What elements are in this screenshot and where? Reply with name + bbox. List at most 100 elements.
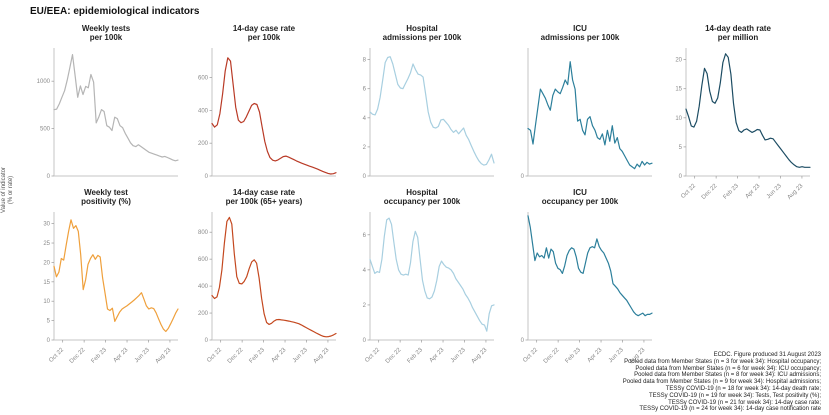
footer-note-line: TESSy COVID-19 (n = 24 for week 34): 14-… <box>639 406 821 413</box>
panel-title-line: 14-day death rate <box>705 24 771 33</box>
y-tick-label: 10 <box>43 299 50 305</box>
y-tick-label: 6 <box>363 233 367 239</box>
panel-title-line: per million <box>717 33 759 42</box>
figure-title: EU/EEA: epidemiological indicators <box>30 6 200 17</box>
footer-note-line: TESSy COVID-19 (n = 19 for week 34): Tes… <box>648 392 821 399</box>
panel-title: ICU occupancy per 100k <box>542 186 618 206</box>
x-tick-label: Apr 23 <box>745 183 762 200</box>
x-tick-label: Dec 22 <box>69 347 87 365</box>
y-tick-label: 4 <box>363 116 367 122</box>
panel-title-line: ICU <box>573 188 587 197</box>
panel-case-rate: 14-day case rate per 100k 0 200 400 600 <box>188 22 340 186</box>
chart-test-positivity: 0 5 10 15 20 25 30 Oct 22 Dec 22 Feb 23 Apr 23 Jun … <box>43 212 179 365</box>
data-line <box>369 217 495 332</box>
x-tick-label: Feb 23 <box>249 347 267 365</box>
panel-title-line: 14-day case rate <box>232 188 296 197</box>
chart-hospital-admissions: 0 2 4 6 8 <box>363 48 495 180</box>
panel-title-line: admissions per 100k <box>540 33 620 42</box>
y-tick-label: 5 <box>679 145 683 151</box>
chart-case-rate-65plus: 0 200 400 600 800 Oct 22 Dec 22 Feb 23 Apr 23 Jun… <box>198 212 337 365</box>
panel-title-line: admissions per 100k <box>382 33 462 42</box>
y-tick-label: 2 <box>363 145 367 151</box>
x-tick-label: Jun 23 <box>134 347 151 364</box>
y-tick-label: 6 <box>363 87 367 93</box>
panel-title: 14-day death rate per million <box>705 22 771 42</box>
data-line <box>527 215 653 317</box>
footer-note-line: Pooled data from Member States (n = 8 fo… <box>634 372 821 379</box>
panel-icu-admissions: ICU admissions per 100k 0 <box>504 22 656 186</box>
y-tick-label: 20 <box>43 260 50 266</box>
x-tick-label: Apr 23 <box>271 347 288 364</box>
y-axis-label-line2: (% or rate) <box>8 175 14 205</box>
y-tick-label: 10 <box>675 116 682 122</box>
y-tick-label: 2 <box>363 303 367 309</box>
chart-hospital-occupancy: 0 2 4 6 Oct 22 Dec 22 Feb 23 Apr 23 Jun 23 Aug 23 <box>363 212 495 365</box>
panel-grid: Weekly tests per 100k 0 500 1000 14-day cas… <box>30 22 814 365</box>
y-tick-label: 15 <box>43 280 50 286</box>
y-tick-label: 1000 <box>37 79 51 85</box>
data-line <box>53 54 179 162</box>
x-tick-label: Dec 22 <box>701 183 719 201</box>
footer-notes: ECDC. Figure produced 31 August 2023 Pool… <box>623 352 821 413</box>
y-tick-label: 600 <box>198 257 209 263</box>
panel-title-line: 14-day case rate <box>232 24 296 33</box>
y-tick-label: 200 <box>198 141 209 147</box>
y-tick-label: 200 <box>198 311 209 317</box>
footer-note-line: TESSy COVID-19 (n = 18 for week 34): 14-… <box>665 385 821 392</box>
panel-title-line: Hospital <box>406 188 438 197</box>
panel-hospital-admissions: Hospital admissions per 100k 0 2 4 6 8 <box>346 22 498 186</box>
x-tick-label: Jun 23 <box>292 347 309 364</box>
panel-title-line: Hospital <box>406 24 438 33</box>
panel-weekly-tests: Weekly tests per 100k 0 500 1000 <box>30 22 182 186</box>
x-tick-label: Feb 23 <box>407 347 425 365</box>
y-tick-label: 0 <box>47 174 51 180</box>
footer-note-line: Pooled data from Member States (n = 3 fo… <box>624 358 821 365</box>
chart-weekly-tests: 0 500 1000 <box>37 48 179 180</box>
panel-test-positivity: Weekly test positivity (%) 0 5 10 15 20 25 30 Oc… <box>30 186 182 365</box>
y-tick-label: 0 <box>47 338 51 344</box>
footer-note-line: Pooled data from Member States (n = 6 fo… <box>635 365 821 372</box>
data-line <box>685 53 811 168</box>
chart-icu-admissions: 0 <box>521 48 653 180</box>
x-tick-label: Feb 23 <box>723 183 741 201</box>
footer-note-line: ECDC. Figure produced 31 August 2023 <box>713 352 821 358</box>
x-tick-label: Aug 23 <box>787 183 805 201</box>
x-tick-label: Dec 22 <box>385 347 403 365</box>
y-tick-label: 0 <box>679 174 683 180</box>
chart-case-rate: 0 200 400 600 <box>198 48 337 180</box>
x-tick-label: Feb 23 <box>91 347 109 365</box>
x-tick-label: Aug 23 <box>155 347 173 365</box>
y-tick-label: 4 <box>363 268 367 274</box>
y-tick-label: 30 <box>43 222 50 228</box>
panel-title: ICU admissions per 100k <box>541 22 620 42</box>
y-tick-label: 600 <box>198 76 209 82</box>
footer-note-line: Pooled data from Member States (n = 9 fo… <box>622 379 821 386</box>
x-tick-label: Jun 23 <box>766 183 783 200</box>
panel-title: 14-day case rate per 100k (65+ years) <box>226 186 303 206</box>
panel-title: Weekly test positivity (%) <box>81 186 131 206</box>
panel-title-line: occupancy per 100k <box>541 197 619 206</box>
y-tick-label: 0 <box>521 174 525 180</box>
panel-death-rate: 14-day death rate per million 0 5 10 15 20 Oct… <box>662 22 814 201</box>
panel-title-line: Weekly tests <box>81 24 131 33</box>
x-tick-label: Dec 22 <box>543 347 561 365</box>
y-tick-label: 0 <box>205 174 209 180</box>
panel-title-line: ICU <box>573 24 587 33</box>
x-tick-label: Oct 22 <box>522 347 539 364</box>
x-tick-label: Dec 22 <box>227 347 245 365</box>
y-axis-label: Value of indicator (% or rate) <box>1 130 15 250</box>
panel-title: Hospital admissions per 100k <box>383 22 462 42</box>
y-tick-label: 0 <box>521 338 525 344</box>
x-tick-label: Aug 23 <box>313 347 331 365</box>
y-tick-label: 20 <box>675 58 682 64</box>
y-tick-label: 800 <box>198 230 209 236</box>
panel-title-line: per 100k <box>89 33 123 42</box>
panel-title-line: per 100k (65+ years) <box>225 197 303 206</box>
y-tick-label: 0 <box>205 338 209 344</box>
panel-title-line: occupancy per 100k <box>383 197 461 206</box>
x-tick-label: Feb 23 <box>565 347 583 365</box>
y-tick-label: 8 <box>363 58 367 64</box>
y-tick-label: 400 <box>198 108 209 114</box>
y-tick-label: 500 <box>40 127 51 133</box>
